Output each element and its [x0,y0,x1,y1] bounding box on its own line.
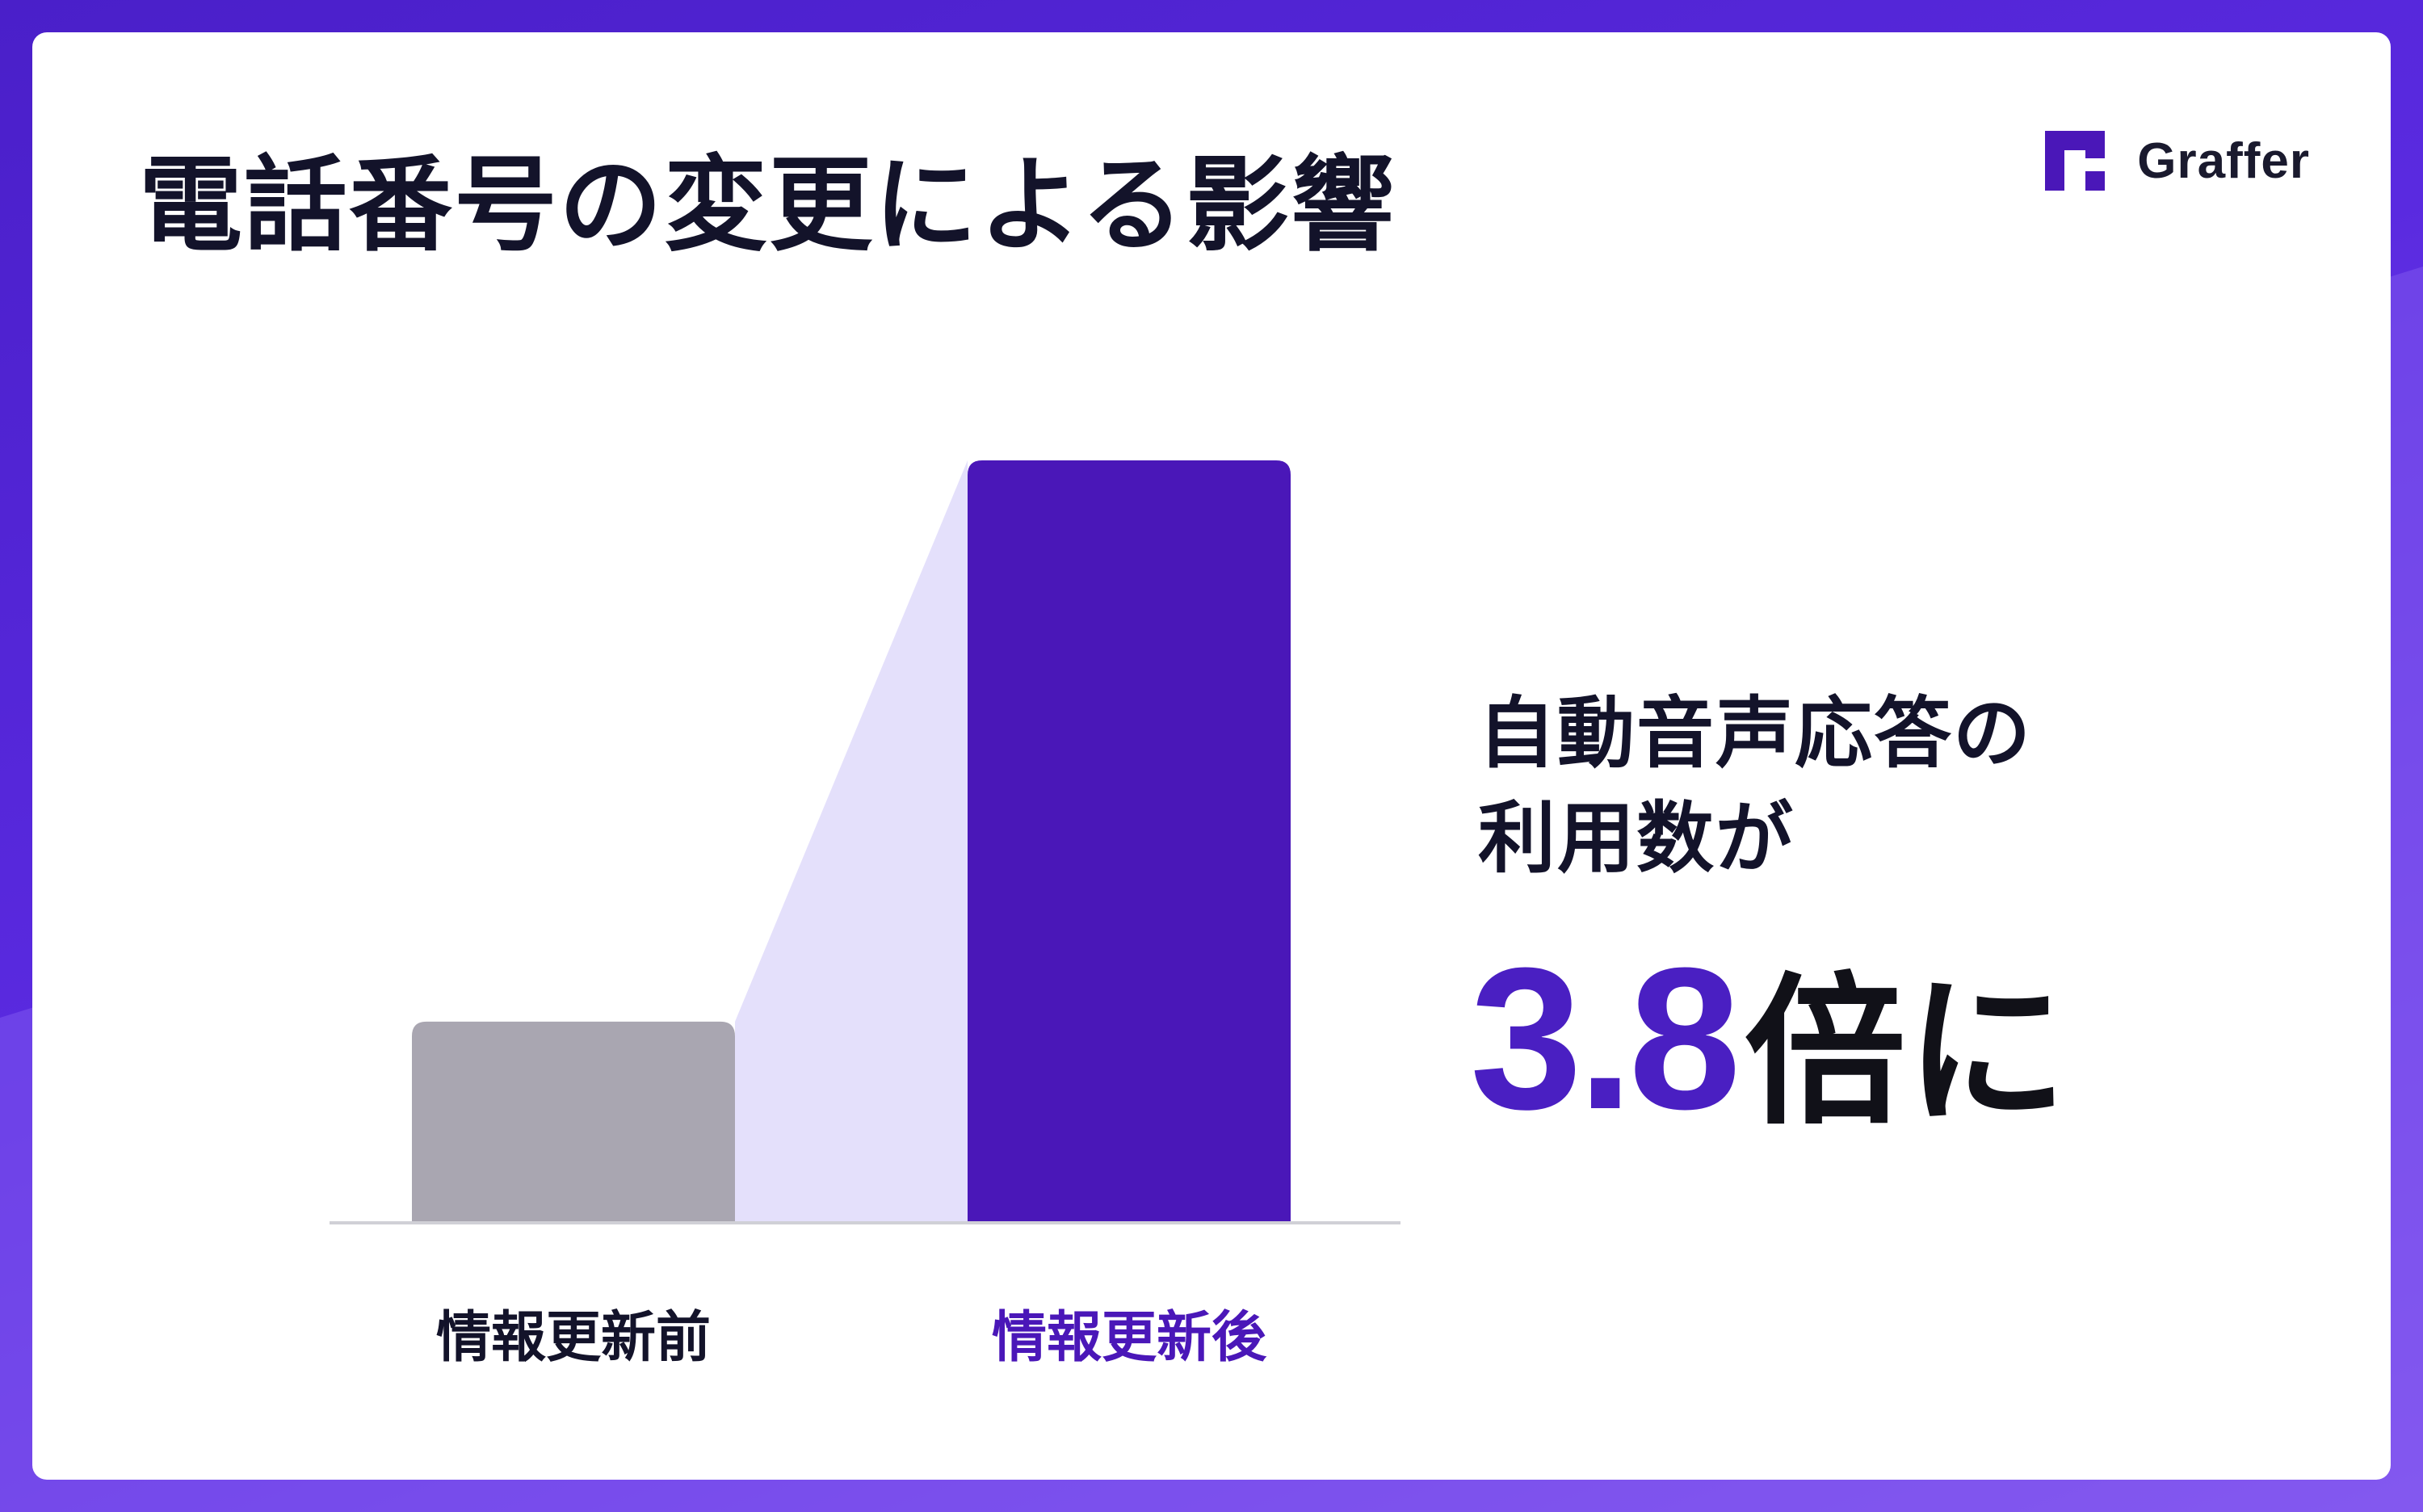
bar-after [968,460,1291,1222]
content-card: 電話番号の変更による影響 Graffer 情報更新前 情報更新後 自動音声応答の… [32,32,2391,1480]
bar-before [412,1021,735,1222]
logo-text: Graffer [2137,132,2310,189]
brand-logo: Graffer [2045,131,2310,191]
bar-connector [735,460,968,1222]
bar-chart [330,460,1400,1224]
multiplier-suffix: 倍に [1744,959,2068,1147]
headline-line-2: 利用数が [1478,793,1795,884]
headline-multiplier: 3.8 倍に [1470,921,2068,1155]
headline-line-1: 自動音声応答の [1478,688,2032,779]
x-tick-label-before: 情報更新前 [435,1306,711,1370]
graffer-logo-icon [2045,131,2106,191]
multiplier-value: 3.8 [1470,926,1741,1151]
page-title: 電話番号の変更による影響 [139,145,1396,266]
x-tick-label-after: 情報更新後 [991,1306,1266,1370]
